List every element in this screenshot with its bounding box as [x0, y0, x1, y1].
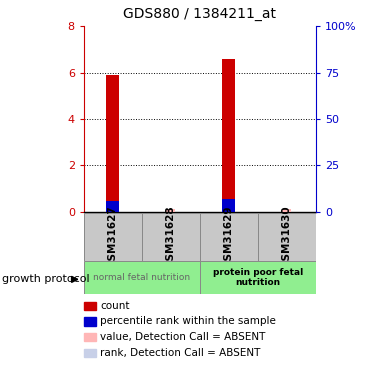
- FancyBboxPatch shape: [84, 261, 200, 294]
- Text: GSM31630: GSM31630: [282, 206, 292, 268]
- FancyBboxPatch shape: [200, 213, 258, 261]
- Text: count: count: [100, 301, 130, 310]
- Text: percentile rank within the sample: percentile rank within the sample: [100, 316, 276, 326]
- Text: GSM31628: GSM31628: [166, 206, 176, 268]
- FancyBboxPatch shape: [200, 261, 316, 294]
- Text: GSM31629: GSM31629: [224, 206, 234, 268]
- Title: GDS880 / 1384211_at: GDS880 / 1384211_at: [123, 7, 277, 21]
- Bar: [223, 199, 235, 212]
- Text: GSM31627: GSM31627: [108, 205, 118, 268]
- Text: rank, Detection Call = ABSENT: rank, Detection Call = ABSENT: [100, 348, 261, 358]
- Text: normal fetal nutrition: normal fetal nutrition: [93, 273, 190, 282]
- Text: growth protocol: growth protocol: [2, 274, 90, 284]
- Bar: [167, 209, 176, 212]
- FancyBboxPatch shape: [84, 213, 142, 261]
- Bar: [282, 209, 291, 212]
- Bar: [106, 201, 119, 212]
- Bar: [223, 59, 235, 212]
- Bar: [106, 75, 119, 212]
- FancyBboxPatch shape: [258, 213, 316, 261]
- Text: protein poor fetal
nutrition: protein poor fetal nutrition: [213, 268, 303, 287]
- Text: value, Detection Call = ABSENT: value, Detection Call = ABSENT: [100, 332, 266, 342]
- FancyBboxPatch shape: [142, 213, 200, 261]
